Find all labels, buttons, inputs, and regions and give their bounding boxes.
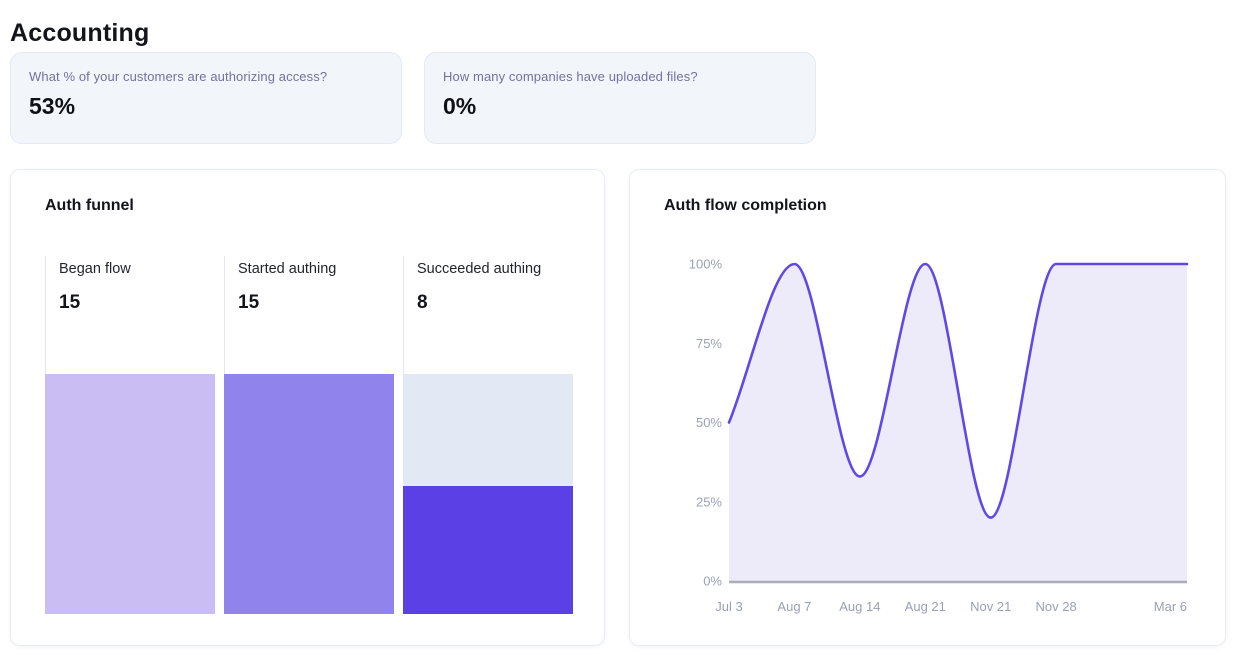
- funnel-step-label: Succeeded authing: [417, 261, 542, 277]
- funnel-step: Began flow 15: [45, 256, 215, 614]
- completion-area-chart: 0% 25% 50% 75% 100% Jul 3 Aug 7 Aug 14 Aug 21 Nov…: [689, 257, 1189, 614]
- x-tick-label: Aug 21: [905, 599, 946, 614]
- x-tick-label: Mar 6: [1154, 599, 1187, 614]
- funnel-step: Succeeded authing 8: [403, 256, 573, 614]
- funnel-bar-fill: [403, 486, 573, 614]
- x-tick-label: Aug 14: [839, 599, 880, 614]
- stat-card-authorizing-access: What % of your customers are authorizing…: [10, 52, 402, 144]
- page-title: Accounting: [10, 18, 150, 47]
- completion-line: [727, 262, 1189, 519]
- stat-value: 0%: [443, 93, 477, 119]
- stat-question: What % of your customers are authorizing…: [29, 69, 328, 84]
- completion-chart-title: Auth flow completion: [664, 197, 827, 214]
- y-tick-label: 75%: [696, 336, 722, 351]
- funnel-step-value: 15: [238, 292, 260, 313]
- auth-flow-completion-card: Auth flow completion 0% 25% 50% 75% 100% Jul …: [629, 169, 1226, 646]
- x-tick-label: Aug 7: [777, 599, 811, 614]
- funnel-step-label: Began flow: [59, 261, 131, 277]
- funnel-bar-track: [45, 374, 215, 614]
- x-tick-label: Jul 3: [715, 599, 742, 614]
- funnel-bar-track: [224, 374, 394, 614]
- funnel-step-value: 15: [59, 292, 81, 313]
- y-tick-label: 25%: [696, 494, 722, 509]
- funnel-step: Started authing 15: [224, 256, 394, 614]
- funnel-chart: Began flow 15 Started authing 15 Succeeded a…: [45, 256, 573, 614]
- auth-funnel-card: Auth funnel Began flow 15 Started authing 1…: [10, 169, 605, 646]
- funnel-step-label: Started authing: [238, 261, 337, 277]
- funnel-chart-title: Auth funnel: [45, 197, 134, 214]
- stat-card-uploaded-files: How many companies have uploaded files? …: [424, 52, 816, 144]
- y-tick-label: 0%: [703, 574, 722, 589]
- completion-area-fill: [729, 264, 1187, 581]
- funnel-bar-fill: [45, 374, 215, 614]
- y-tick-label: 100%: [689, 257, 723, 272]
- funnel-bar-track: [403, 374, 573, 614]
- funnel-step-value: 8: [417, 292, 428, 313]
- x-tick-label: Nov 21: [970, 599, 1011, 614]
- x-tick-label: Nov 28: [1036, 599, 1077, 614]
- stat-question: How many companies have uploaded files?: [443, 69, 698, 84]
- funnel-bar-fill: [224, 374, 394, 614]
- y-tick-label: 50%: [696, 415, 722, 430]
- stat-value: 53%: [29, 93, 76, 119]
